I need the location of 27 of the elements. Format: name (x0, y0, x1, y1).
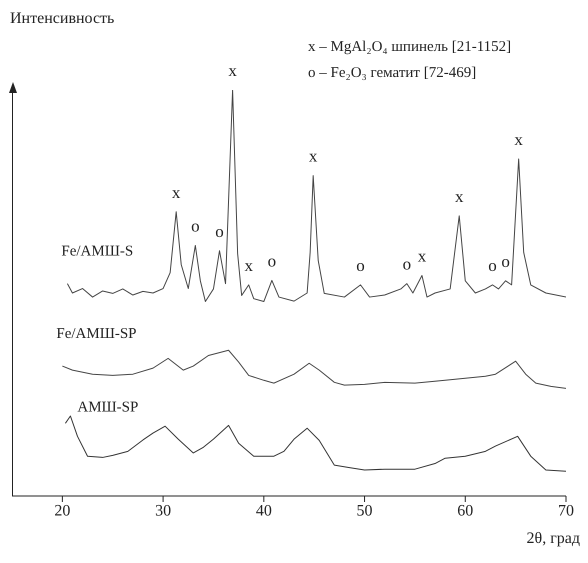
x-tick-label: 60 (457, 502, 474, 520)
annotation: o (402, 254, 412, 274)
series-label: Fe/АМШ-S (61, 244, 134, 260)
x-tick-label: 40 (256, 502, 272, 520)
series-label: АМШ-SP (77, 399, 138, 416)
annotation: o (215, 222, 224, 241)
series-label: Fe/АМШ-SP (56, 326, 137, 342)
annotation: o (356, 256, 365, 275)
annotation: x (228, 61, 238, 80)
annotation: o (501, 252, 510, 271)
x-tick-label: 20 (54, 502, 70, 520)
annotation: o (191, 216, 200, 236)
text: x – MgAl₂O₄ шпинель [21-1152] (308, 39, 512, 55)
annotation: x (514, 130, 524, 150)
annotation: x (308, 146, 318, 166)
x-axis-title: 2θ, град (526, 530, 580, 547)
annotation: x (244, 256, 254, 275)
annotation: x (454, 186, 464, 206)
annotation: x (172, 182, 181, 202)
annotation: o (488, 256, 497, 275)
x-tick-label: 30 (155, 502, 172, 520)
annotation: x (418, 246, 427, 266)
text: o – Fe₂O₃ гематит [72-469] (308, 65, 476, 81)
x-tick-label: 50 (356, 502, 373, 520)
annotation: o (268, 251, 276, 270)
y-axis-title: Интенсивность (10, 10, 114, 27)
x-tick-label: 70 (558, 502, 574, 520)
